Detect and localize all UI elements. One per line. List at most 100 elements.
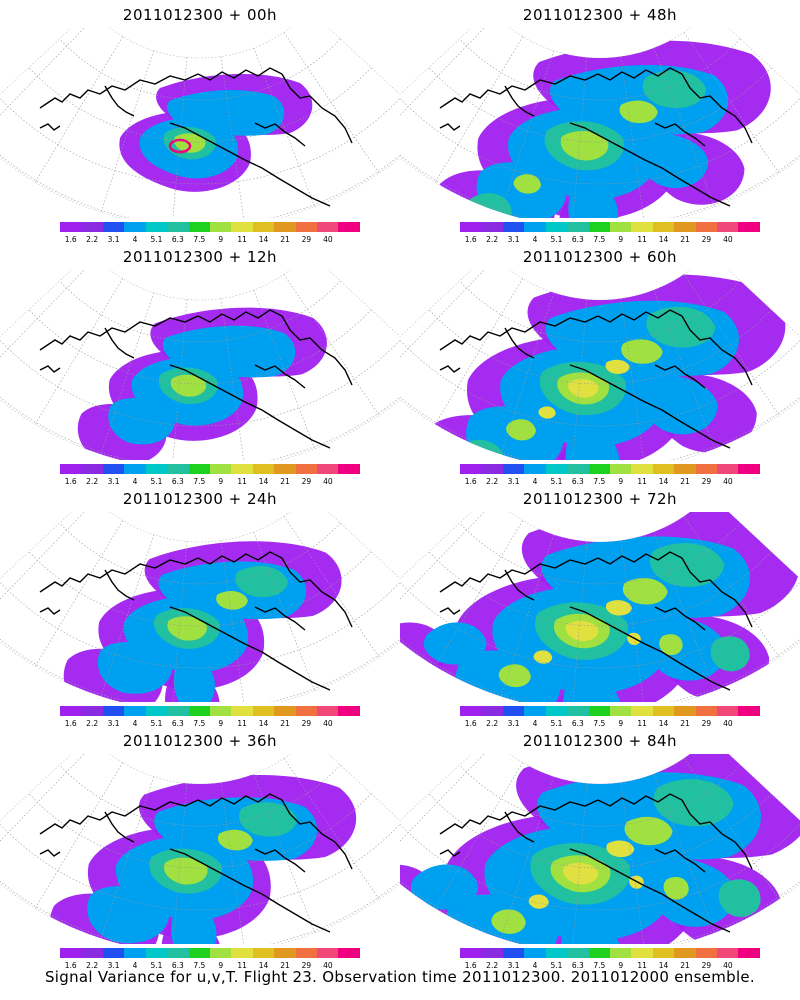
longitude-line — [34, 762, 124, 909]
colorbar-swatch — [60, 222, 82, 232]
colorbar-swatch — [674, 948, 696, 958]
colorbar-tick-label: 3.1 — [107, 961, 120, 970]
colorbar-labels: 1.6 2.2 3.1 4 5.1 6.3 7.5 9 11 14 21 29 40 — [460, 719, 760, 729]
colorbar-swatch — [567, 706, 589, 716]
latitude-line — [400, 822, 800, 911]
colorbar-tick-label: 1.6 — [64, 235, 77, 244]
colorbar-swatch — [481, 948, 503, 958]
map-border — [0, 754, 400, 944]
longitude-line — [100, 292, 154, 455]
colorbar-swatch — [609, 464, 632, 474]
variance-field — [0, 270, 400, 460]
colorbar-tick-label: 29 — [301, 235, 312, 244]
colorbar-swatch — [481, 464, 503, 474]
coastline — [281, 73, 353, 144]
panel-title: 2011012300 + 48h — [522, 6, 678, 24]
colorbar-swatch — [338, 948, 360, 958]
variance-map — [0, 754, 400, 944]
latitude-line — [0, 580, 400, 669]
latitude-line — [0, 338, 400, 427]
variance-region — [455, 650, 561, 702]
longitude-line — [500, 292, 554, 455]
coastline — [439, 849, 461, 857]
variance-region — [171, 904, 217, 944]
panel-title: 2011012300 + 72h — [522, 490, 678, 508]
variance-core — [560, 130, 609, 161]
colorbar-swatch — [674, 464, 696, 474]
colorbar-swatch — [102, 222, 125, 232]
colorbar-tick-label: 14 — [658, 235, 669, 244]
colorbar-tick-label: 40 — [723, 961, 733, 970]
longitude-line — [434, 278, 524, 425]
variance-core — [659, 634, 683, 656]
coastline — [597, 67, 683, 81]
coastline — [169, 848, 331, 933]
colorbar-labels: 1.6 2.2 3.1 4 5.1 6.3 7.5 9 11 14 21 29 40 — [60, 961, 360, 971]
colorbar-tick-label: 2.2 — [486, 477, 499, 486]
latitude-line — [0, 124, 400, 218]
variance-map — [400, 754, 800, 944]
colorbar-swatch — [545, 948, 568, 958]
coastline — [39, 123, 61, 131]
colorbar-swatch — [717, 222, 739, 232]
colorbar-swatch — [145, 464, 168, 474]
colorbar-swatch — [588, 464, 610, 474]
variance-peak — [606, 840, 635, 858]
colorbar-tick-label: 5.1 — [150, 477, 163, 486]
colorbar-tick-label: 40 — [323, 719, 333, 728]
colorbar-tick-label: 40 — [723, 235, 733, 244]
coastline — [597, 309, 683, 323]
colorbar-swatch — [188, 706, 210, 716]
longitude-line — [683, 274, 780, 416]
colorbar-tick-label: 29 — [701, 477, 712, 486]
latitude-line — [0, 366, 400, 460]
colorbar-swatch — [502, 464, 525, 474]
variance-field — [400, 512, 800, 702]
colorbar-tick-label: 7.5 — [193, 477, 206, 486]
colorbar-swatch — [631, 464, 653, 474]
colorbar-tick-label: 9 — [618, 235, 624, 244]
colorbar-tick-label: 1.6 — [64, 477, 77, 486]
longitude-line — [171, 299, 188, 460]
colorbar-swatch — [567, 948, 589, 958]
panel-title: 2011012300 + 12h — [122, 248, 278, 266]
colorbar-labels: 1.6 2.2 3.1 4 5.1 6.3 7.5 9 11 14 21 29 40 — [460, 477, 760, 487]
colorbar-swatch — [167, 706, 189, 716]
longitude-line — [571, 783, 588, 944]
variance-core — [239, 802, 298, 837]
longitude-line — [253, 289, 315, 449]
colorbar-tick-label: 9 — [618, 961, 624, 970]
coastline — [39, 557, 199, 593]
colorbar-swatch — [295, 706, 318, 716]
colorbar-tick-label: 21 — [280, 477, 290, 486]
coastline — [254, 364, 306, 389]
colorbar-swatch — [317, 464, 339, 474]
latitude-line — [59, 280, 341, 343]
coastline — [654, 606, 706, 631]
colorbar-tick-label: 2.2 — [86, 477, 99, 486]
colorbar-tick-label: 4 — [532, 961, 538, 970]
colorbar-tick-label: 29 — [701, 961, 712, 970]
colorbar-tick-label: 14 — [658, 477, 669, 486]
colorbar-swatch — [695, 706, 718, 716]
colorbar-tick-label: 14 — [258, 961, 269, 970]
variance-peak — [563, 862, 599, 885]
longitude-line — [100, 50, 154, 213]
colorbar-labels: 1.6 2.2 3.1 4 5.1 6.3 7.5 9 11 14 21 29 40 — [460, 235, 760, 245]
variance-core — [431, 933, 490, 944]
colorbar-swatch — [502, 706, 525, 716]
longitude-line — [683, 516, 780, 658]
colorbar-swatch — [588, 948, 610, 958]
longitude-line — [400, 512, 497, 623]
longitude-line — [171, 57, 188, 218]
variance-core — [642, 70, 707, 109]
colorbar-tick-label: 2.2 — [486, 235, 499, 244]
colorbar-tick-label: 11 — [237, 961, 247, 970]
panel-title: 2011012300 + 24h — [122, 490, 278, 508]
variance-core — [235, 566, 289, 598]
longitude-line — [220, 298, 245, 460]
latitude-line — [459, 764, 741, 827]
colorbar-swatch — [145, 222, 168, 232]
coastline — [39, 849, 61, 857]
coastline — [597, 551, 683, 565]
